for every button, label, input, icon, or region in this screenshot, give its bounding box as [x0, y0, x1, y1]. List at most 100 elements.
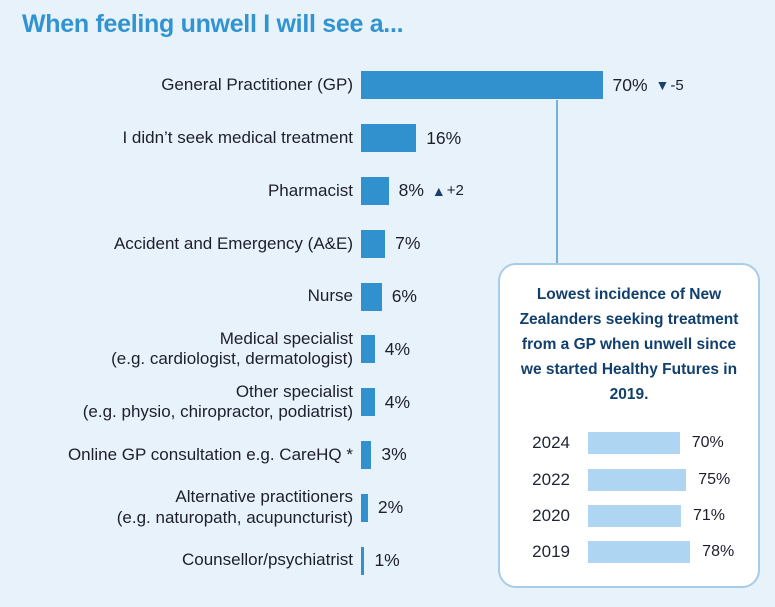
triangle-down-icon: ▼	[655, 77, 670, 94]
value-text: 2%	[377, 497, 404, 518]
value-label: 4%	[385, 339, 410, 360]
bar-cell: 8% ▲ +2	[361, 176, 464, 205]
bar	[361, 124, 417, 153]
value-label: 2%	[378, 497, 403, 518]
bar-cell: 2%	[361, 493, 403, 522]
bar	[361, 493, 368, 522]
mini-chart-row: 2019 78%	[500, 534, 758, 570]
value-label: 3%	[381, 444, 406, 465]
category-label: Medical specialist (e.g. cardiologist, d…	[0, 329, 353, 370]
mini-chart-row: 2020 71%	[500, 498, 758, 534]
value-label: 7%	[395, 233, 420, 254]
callout-text: Lowest incidence of New Zealanders seeki…	[519, 286, 739, 404]
category-label-line: Nurse	[307, 286, 353, 306]
page-title: When feeling unwell I will see a...	[22, 10, 404, 38]
category-label-line: Pharmacist	[267, 180, 353, 200]
bar	[361, 229, 386, 258]
value-text: 16%	[426, 127, 462, 148]
bar-cell: 4%	[361, 388, 410, 417]
bar	[361, 71, 603, 100]
change-value: -5	[670, 76, 684, 94]
mini-chart-row: 2022 75%	[500, 461, 758, 497]
category-label-line: Medical specialist	[219, 328, 353, 348]
value-text: 6%	[391, 286, 417, 307]
chart-row: Medical specialist (e.g. cardiologist, d…	[0, 323, 775, 376]
year-label: 2019	[532, 542, 570, 562]
change-indicator: ▲ +2	[432, 182, 464, 199]
chart-row: Counsellor/psychiatrist 1%	[0, 534, 775, 587]
category-label: Other specialist (e.g. physio, chiroprac…	[0, 382, 353, 423]
bar-cell: 3%	[361, 440, 407, 469]
value-text: 3%	[381, 444, 407, 465]
bar	[361, 546, 365, 575]
bar-cell: 4%	[361, 335, 410, 364]
category-label-line: I didn’t seek medical treatment	[122, 128, 353, 147]
triangle-up-icon: ▲	[431, 182, 446, 199]
change-value: +2	[446, 182, 464, 200]
category-label-line: (e.g. physio, chiropractor, podiatrist)	[82, 402, 353, 422]
value-label: 1%	[374, 550, 399, 571]
category-label: Alternative practitioners (e.g. naturopa…	[0, 487, 353, 528]
value-label: 16%	[426, 128, 461, 149]
category-label: Accident and Emergency (A&E)	[0, 234, 353, 254]
trend-mini-chart: 2024 70% 2022 75% 2020 71% 2019 78%	[500, 425, 758, 571]
chart-row: Other specialist (e.g. physio, chiroprac…	[0, 376, 775, 429]
mini-value-label: 78%	[702, 543, 735, 561]
year-label: 2024	[532, 433, 570, 453]
category-label-line: Online GP consultation e.g. CareHQ *	[67, 444, 353, 464]
bar-cell: 6%	[361, 282, 417, 311]
chart-row: Accident and Emergency (A&E) 7%	[0, 217, 775, 270]
chart-row: I didn’t seek medical treatment 16%	[0, 112, 775, 165]
year-label: 2020	[532, 505, 570, 525]
category-label: Nurse	[0, 286, 353, 306]
category-label: Counsellor/psychiatrist	[0, 550, 353, 570]
mini-value-label: 71%	[693, 506, 726, 524]
mini-bar	[588, 432, 680, 455]
value-text: 1%	[374, 550, 400, 571]
chart-row: Nurse 6%	[0, 270, 775, 323]
category-label-line: Counsellor/psychiatrist	[181, 550, 353, 570]
value-label: 4%	[385, 392, 410, 413]
value-text: 70%	[612, 74, 648, 95]
value-label: 70% ▼ -5	[613, 75, 684, 96]
mini-bar	[588, 504, 681, 527]
mini-bar	[588, 541, 691, 564]
bar	[361, 176, 389, 205]
category-label: General Practitioner (GP)	[0, 75, 353, 95]
bar-cell: 16%	[361, 124, 461, 153]
callout-box: Lowest incidence of New Zealanders seeki…	[498, 263, 760, 588]
value-label: 6%	[392, 286, 417, 307]
bar-cell: 70% ▼ -5	[361, 71, 684, 100]
chart-row: Online GP consultation e.g. CareHQ * 3%	[0, 429, 775, 482]
category-label-line: Accident and Emergency (A&E)	[113, 233, 353, 253]
chart-row: General Practitioner (GP) 70% ▼ -5	[0, 59, 775, 112]
bar	[361, 388, 375, 417]
value-text: 7%	[395, 233, 421, 254]
bar-cell: 1%	[361, 546, 400, 575]
bar	[361, 335, 375, 364]
category-label: Online GP consultation e.g. CareHQ *	[0, 445, 353, 465]
chart-row: Alternative practitioners (e.g. naturopa…	[0, 481, 775, 534]
mini-chart-row: 2024 70%	[500, 425, 758, 461]
change-indicator: ▼ -5	[656, 77, 684, 94]
chart-row: Pharmacist 8% ▲ +2	[0, 165, 775, 218]
category-label: I didn’t seek medical treatment	[0, 128, 353, 148]
category-label-line: General Practitioner (GP)	[161, 75, 353, 95]
category-label-line: (e.g. cardiologist, dermatologist)	[111, 349, 353, 369]
callout-connector-line	[556, 100, 558, 265]
category-label-line: Alternative practitioners	[175, 487, 353, 507]
bar	[361, 282, 382, 311]
value-label: 8% ▲ +2	[399, 180, 464, 201]
bar-chart: General Practitioner (GP) 70% ▼ -5 I did…	[0, 59, 775, 587]
bar-cell: 7%	[361, 229, 420, 258]
value-text: 8%	[398, 180, 424, 201]
category-label-line: Other specialist	[235, 381, 353, 401]
mini-value-label: 75%	[698, 470, 731, 488]
category-label: Pharmacist	[0, 181, 353, 201]
mini-bar	[588, 468, 687, 491]
mini-value-label: 70%	[691, 434, 724, 452]
value-text: 4%	[384, 391, 411, 412]
value-text: 4%	[384, 338, 411, 359]
year-label: 2022	[532, 469, 570, 489]
